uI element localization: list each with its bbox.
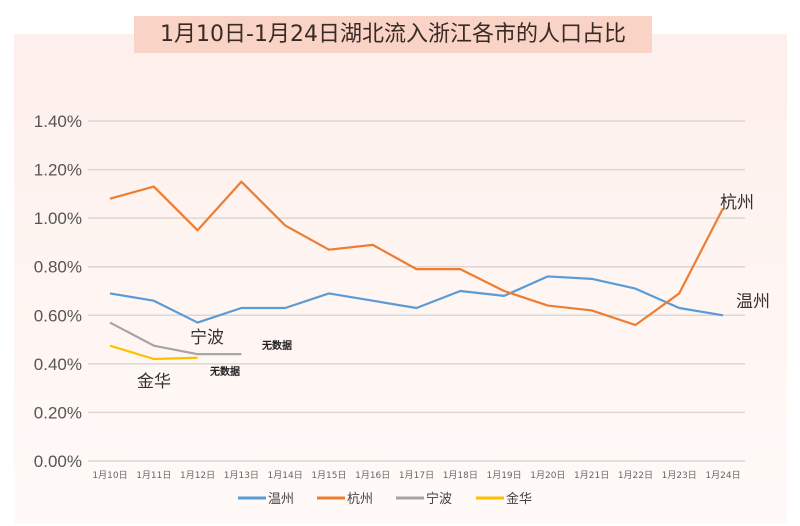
y-tick-label: 1.20%	[34, 161, 82, 180]
legend-label: 金华	[506, 491, 532, 507]
x-tick-label: 1月21日	[574, 470, 609, 481]
x-tick-label: 1月16日	[355, 470, 390, 481]
x-tick-label: 1月13日	[224, 470, 259, 481]
x-tick-label: 1月14日	[268, 470, 303, 481]
series-label: 金华	[137, 372, 171, 392]
series-label: 温州	[736, 292, 770, 312]
x-tick-label: 1月24日	[705, 470, 740, 481]
x-tick-label: 1月22日	[618, 470, 653, 481]
x-tick-label: 1月11日	[136, 470, 171, 481]
x-tick-label: 1月17日	[399, 470, 434, 481]
legend-label: 杭州	[347, 492, 373, 507]
y-tick-label: 1.40%	[34, 112, 82, 131]
y-tick-label: 0.00%	[34, 452, 82, 471]
no-data-note: 无数据	[261, 339, 292, 352]
series-line-1	[109, 180, 724, 327]
x-tick-label: 1月15日	[311, 470, 346, 481]
x-tick-label: 1月18日	[443, 470, 478, 481]
x-tick-label: 1月10日	[92, 470, 127, 481]
series-line-2	[109, 321, 242, 356]
series-label: 杭州	[720, 193, 754, 213]
legend-label: 宁波	[426, 491, 452, 507]
y-tick-label: 0.40%	[34, 355, 82, 374]
chart-background	[14, 34, 787, 524]
no-data-note: 无数据	[209, 365, 240, 378]
y-tick-label: 0.60%	[34, 306, 82, 325]
legend-label: 温州	[268, 492, 294, 507]
y-tick-label: 0.80%	[34, 258, 82, 277]
chart-title: 1月10日-1月24日湖北流入浙江各市的人口占比	[134, 16, 652, 53]
x-tick-label: 1月12日	[180, 470, 215, 481]
y-tick-label: 1.00%	[34, 209, 82, 228]
series-label: 宁波	[190, 328, 224, 348]
x-tick-label: 1月23日	[662, 470, 697, 481]
x-tick-label: 1月19日	[486, 470, 521, 481]
x-tick-label: 1月20日	[530, 470, 565, 481]
y-tick-label: 0.20%	[34, 403, 82, 422]
